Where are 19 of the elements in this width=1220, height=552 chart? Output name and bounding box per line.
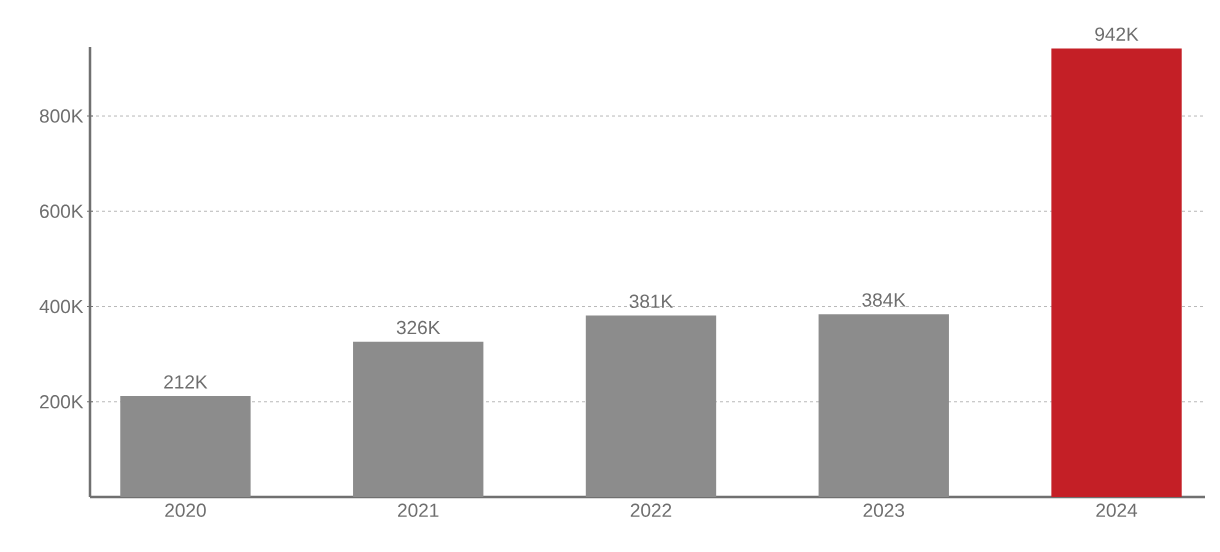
y-tick-label: 200K xyxy=(40,395,84,409)
data-label: 326K xyxy=(396,320,441,335)
x-tick-label: 2021 xyxy=(398,503,439,517)
bar xyxy=(353,341,484,497)
y-tick-label: 600K xyxy=(40,204,84,219)
x-tick-label: 2020 xyxy=(165,503,206,517)
x-tick-label: 2024 xyxy=(1096,503,1138,517)
bar xyxy=(818,314,949,497)
data-label: 381K xyxy=(629,294,673,309)
data-label: 942K xyxy=(1095,27,1139,41)
data-label: 212K xyxy=(164,375,208,389)
data-label: 384K xyxy=(862,293,906,307)
bar xyxy=(1051,48,1182,497)
bar xyxy=(585,315,717,497)
x-tick-label: 2022 xyxy=(630,503,672,517)
bar xyxy=(120,396,251,497)
y-tick-label: 400K xyxy=(39,299,84,314)
x-tick-label: 2023 xyxy=(863,503,905,517)
y-tick-label: 800K xyxy=(39,109,84,123)
